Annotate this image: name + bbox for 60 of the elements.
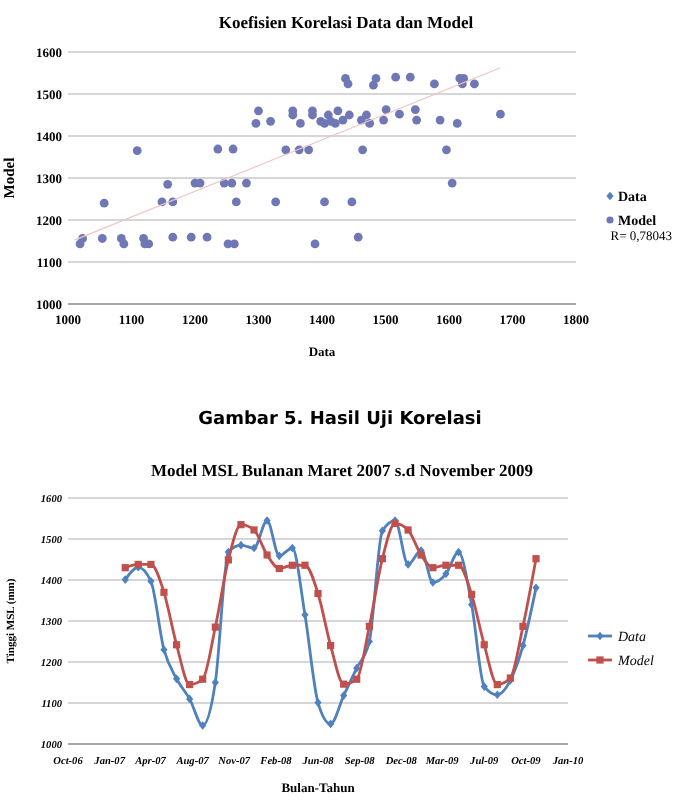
point (172, 674, 181, 684)
point (121, 564, 129, 572)
point (519, 622, 527, 630)
point (340, 680, 348, 688)
point (199, 721, 207, 730)
point (147, 576, 155, 586)
point (172, 641, 181, 649)
point (353, 663, 361, 673)
point (288, 561, 296, 569)
text: Gambar 5. Hasil Uji Korelasi (198, 410, 482, 430)
point (429, 564, 437, 572)
point (378, 526, 386, 536)
point (211, 623, 219, 631)
point (340, 691, 348, 700)
point (121, 575, 129, 584)
point (186, 694, 194, 704)
point (160, 645, 168, 655)
point (237, 540, 245, 550)
chart-title: Koefisien Korelasi Data dan Model (218, 12, 475, 32)
line-series (121, 516, 540, 730)
point (237, 521, 245, 529)
point (378, 555, 386, 563)
point (417, 551, 425, 559)
point (480, 682, 488, 691)
point (480, 641, 488, 649)
point (224, 556, 232, 564)
point (404, 526, 412, 534)
point (301, 610, 309, 620)
point (442, 569, 450, 579)
point (429, 578, 437, 587)
point (493, 690, 501, 700)
point (493, 680, 501, 689)
point (468, 590, 476, 598)
point (314, 698, 322, 707)
point (365, 622, 373, 630)
point (353, 675, 361, 683)
point (275, 551, 283, 561)
point (442, 561, 450, 569)
point (288, 543, 296, 553)
point (250, 543, 258, 553)
chart-title: Model MSL Bulanan Maret 2007 s.d November 2009 (151, 460, 533, 480)
point (211, 678, 219, 687)
point (314, 589, 322, 598)
point (263, 551, 271, 559)
point (454, 561, 463, 569)
point (186, 680, 194, 689)
point (301, 561, 309, 569)
point (199, 675, 207, 683)
point (519, 641, 527, 650)
point (404, 560, 412, 569)
point (327, 719, 335, 729)
point (147, 560, 155, 569)
point (327, 642, 335, 650)
point (532, 583, 540, 593)
point (275, 564, 283, 573)
point (250, 526, 258, 534)
point (532, 555, 540, 563)
point (263, 516, 271, 525)
point (160, 588, 168, 596)
point (454, 547, 463, 557)
